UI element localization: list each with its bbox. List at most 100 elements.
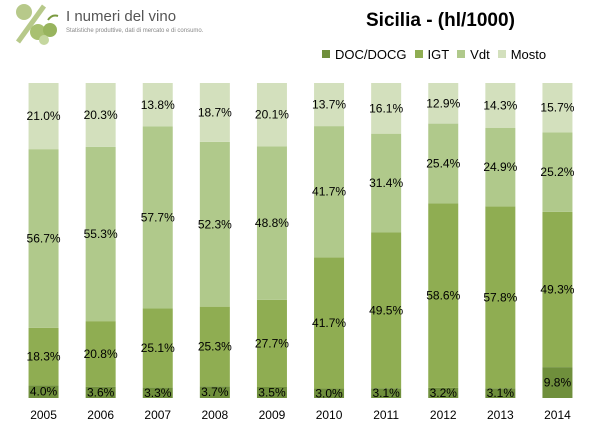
data-label: 4.0% — [30, 385, 58, 399]
percent-grape-icon — [15, 4, 59, 45]
data-label: 18.7% — [198, 105, 232, 119]
bar-segment — [256, 386, 287, 398]
data-label: 48.8% — [255, 216, 289, 230]
legend-swatch — [414, 50, 423, 58]
bar-segment — [371, 232, 402, 389]
bar-segment — [314, 83, 345, 127]
x-tick-label: 2013 — [487, 408, 514, 422]
bar-segment — [28, 327, 59, 386]
data-label: 20.1% — [255, 108, 289, 122]
data-label: 3.7% — [201, 385, 229, 399]
data-label: 55.3% — [84, 227, 118, 241]
x-tick-label: 2012 — [430, 408, 457, 422]
data-label: 3.1% — [487, 386, 515, 400]
chart-title: Sicilia - (hl/1000) — [366, 10, 515, 31]
data-label: 57.7% — [141, 210, 175, 224]
x-tick-label: 2010 — [316, 408, 343, 422]
legend-label: Mosto — [510, 46, 547, 62]
bar-segment — [542, 367, 573, 398]
data-label: 24.9% — [483, 160, 517, 174]
logo-title: I numeri del vino — [66, 8, 177, 25]
data-label: 3.5% — [258, 385, 286, 399]
data-label: 52.3% — [198, 217, 232, 231]
legend-swatch — [322, 50, 330, 58]
x-tick-label: 2011 — [373, 408, 399, 422]
bar-segment — [485, 128, 516, 207]
data-label: 41.7% — [312, 185, 346, 199]
legend-swatch — [457, 50, 466, 58]
data-label: 13.8% — [141, 98, 175, 112]
data-label: 56.7% — [27, 231, 61, 245]
data-label: 41.7% — [312, 316, 346, 330]
x-tick-label: 2009 — [259, 408, 286, 422]
bar-segment — [485, 83, 516, 128]
data-label: 3.6% — [87, 385, 115, 399]
legend-item-doc-docg: DOC/DOCG — [322, 47, 407, 62]
bar-segment — [142, 83, 173, 127]
x-tick-label: 2014 — [544, 408, 571, 422]
bar-segment — [199, 386, 230, 398]
chart-legend: DOC/DOCG IGT Vdt Mosto — [322, 46, 554, 62]
legend-item-igt: IGT — [414, 46, 450, 62]
bar-segment — [85, 321, 116, 387]
bar-segment — [256, 83, 287, 147]
data-label: 20.3% — [84, 108, 118, 122]
bar-segment — [542, 132, 573, 212]
x-tick-label: 2006 — [87, 408, 114, 422]
legend-item-vdt: Vdt — [457, 47, 490, 62]
data-label: 3.2% — [430, 386, 458, 400]
legend-label: IGT — [427, 46, 450, 62]
bar-segment — [542, 211, 573, 368]
bar-segment — [371, 83, 402, 134]
data-label: 3.3% — [144, 386, 172, 400]
legend-label: DOC/DOCG — [335, 46, 407, 62]
bar-segment — [199, 306, 230, 387]
x-tick-label: 2007 — [144, 408, 171, 422]
data-label: 25.2% — [540, 165, 574, 179]
data-label: 9.8% — [544, 376, 572, 390]
data-label: 49.5% — [369, 303, 403, 317]
data-label: 25.1% — [141, 341, 175, 355]
legend-item-mosto: Mosto — [497, 46, 547, 62]
bar-segment — [199, 141, 230, 307]
logo: I numeri del vino Statistiche produttive… — [4, 2, 234, 46]
bar-segment — [256, 299, 287, 387]
bar-segment — [371, 133, 402, 233]
data-label: 18.3% — [27, 350, 61, 364]
data-label: 14.3% — [483, 99, 517, 113]
bar-segment — [428, 387, 459, 398]
bar-segment — [428, 123, 459, 204]
bar-segment — [28, 385, 59, 398]
bar-segment — [28, 149, 59, 328]
data-label: 49.3% — [540, 282, 574, 296]
bar-segment — [28, 83, 59, 150]
data-label: 27.7% — [255, 336, 289, 350]
bar-segment — [142, 308, 173, 388]
bar-segment — [256, 146, 287, 300]
bar-segment — [85, 146, 116, 322]
bar-segment — [314, 257, 345, 389]
data-label: 13.7% — [312, 98, 346, 112]
bar-segment — [428, 203, 459, 388]
data-label: 31.4% — [369, 176, 403, 190]
data-label: 21.0% — [27, 109, 61, 123]
legend-swatch — [497, 50, 506, 58]
data-label: 12.9% — [426, 96, 460, 110]
bar-segment — [85, 83, 116, 147]
x-tick-label: 2008 — [201, 408, 228, 422]
data-label: 20.8% — [84, 347, 118, 361]
bar-segment — [314, 388, 345, 398]
bar-segment — [485, 388, 516, 398]
bar-segment — [542, 83, 573, 133]
data-label: 16.1% — [369, 101, 403, 115]
data-label: 25.3% — [198, 339, 232, 353]
x-tick-label: 2005 — [30, 408, 57, 422]
legend-label: Vdt — [470, 46, 490, 62]
logo-subtitle: Statistiche produttive, dati di mercato … — [66, 28, 204, 34]
data-label: 57.8% — [483, 290, 517, 304]
bar-segment — [371, 388, 402, 398]
data-label: 3.0% — [315, 386, 343, 400]
data-label: 3.1% — [372, 386, 400, 400]
bar-segment — [314, 126, 345, 258]
